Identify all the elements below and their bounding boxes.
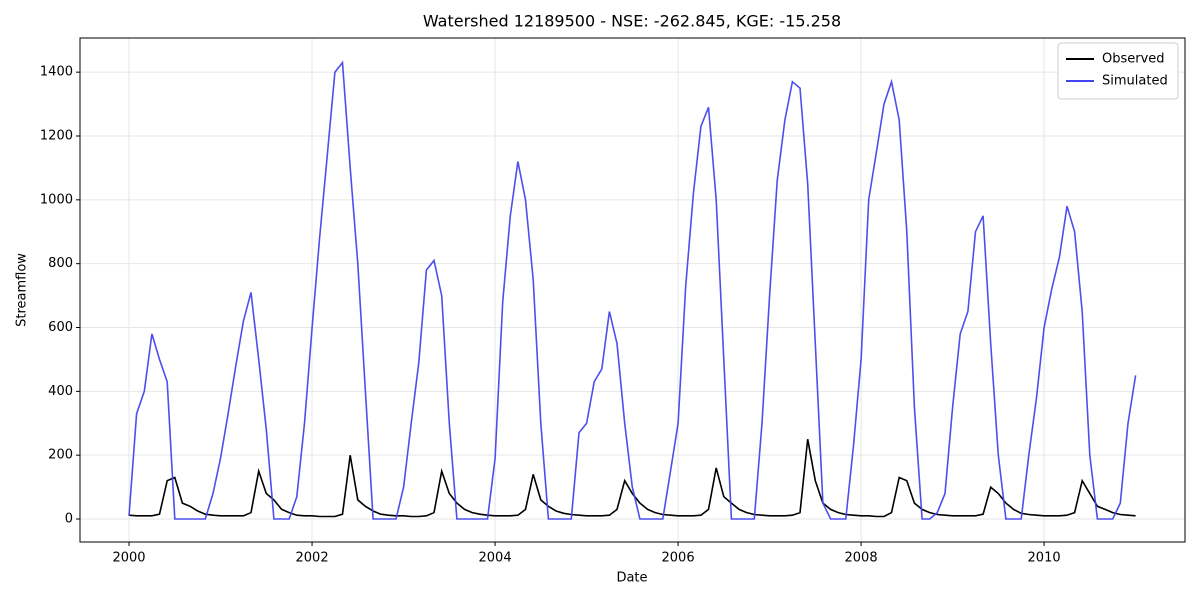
- x-tick-label: 2008: [845, 551, 878, 566]
- y-tick-label: 1200: [40, 128, 73, 143]
- x-axis-label: Date: [616, 571, 647, 586]
- x-tick-label: 2006: [662, 551, 695, 566]
- series-line: [128, 60, 1137, 520]
- x-tick-label: 2002: [296, 551, 329, 566]
- legend-box: [1057, 42, 1179, 100]
- plot-frame: [79, 37, 1186, 543]
- y-tick-label: 600: [48, 320, 73, 335]
- legend-label: Observed: [1102, 52, 1165, 67]
- y-axis-label: Streamflow: [15, 253, 30, 327]
- legend-label: Simulated: [1102, 74, 1168, 89]
- chart-title: Watershed 12189500 - NSE: -262.845, KGE:…: [423, 12, 841, 31]
- y-tick-label: 1000: [40, 192, 73, 207]
- x-tick-label: 2000: [112, 551, 145, 566]
- y-tick-label: 400: [48, 384, 73, 399]
- y-tick-label: 800: [48, 256, 73, 271]
- series-line: [128, 439, 1136, 518]
- x-tick-label: 2010: [1028, 551, 1061, 566]
- y-tick-label: 1400: [40, 65, 73, 80]
- x-tick-label: 2004: [479, 551, 512, 566]
- y-tick-label: 0: [65, 512, 73, 527]
- y-tick-label: 200: [48, 448, 73, 463]
